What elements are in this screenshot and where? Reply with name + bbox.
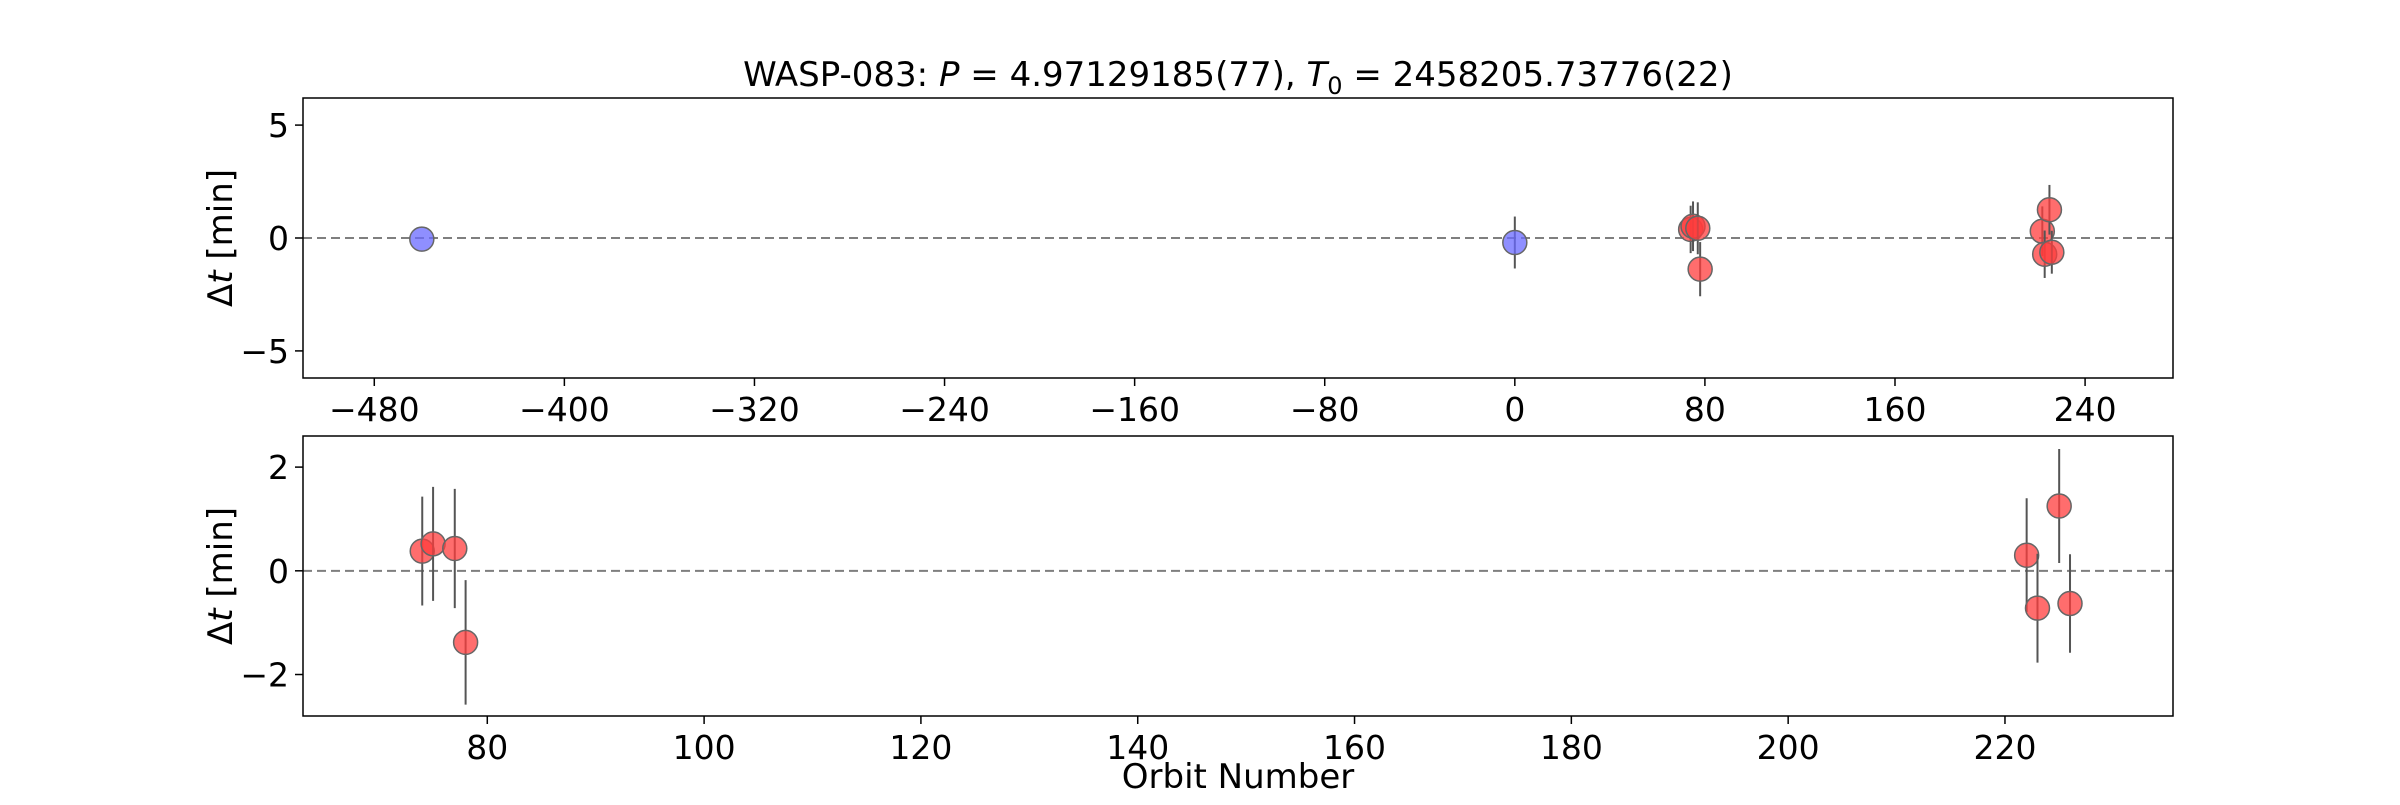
x-axis-label: Orbit Number	[1122, 757, 1355, 797]
x-tick-label: 160	[1863, 390, 1926, 429]
data-point-red	[2013, 542, 2040, 569]
title-p-value: = 4.97129185(77),	[959, 55, 1306, 95]
axes-frame	[302, 435, 2174, 717]
data-point-red	[1685, 215, 1711, 242]
title-p-symbol: P	[939, 55, 960, 95]
data-point-red	[2057, 590, 2083, 617]
y-label-italic: t	[201, 607, 241, 622]
data-point-blue	[1502, 229, 1528, 256]
data-point-blue	[409, 226, 435, 252]
panel-1: −480 −400 −320 −240 −160 −80 0 80 160 240 5 0 −5 Δt […	[201, 97, 2174, 429]
x-tick-label: 240	[2054, 390, 2117, 429]
data-point-red	[2039, 239, 2065, 265]
x-tick-label: −320	[709, 390, 800, 429]
data-point-red	[2036, 197, 2063, 223]
title-prefix: WASP-083:	[743, 55, 939, 95]
x-tick-label: −400	[519, 390, 610, 429]
x-tick-label: 180	[1540, 728, 1603, 767]
x-tick-label: −480	[329, 390, 420, 429]
title-t-sub: 0	[1327, 72, 1342, 100]
x-tick-label: 100	[673, 728, 736, 767]
data-point-red	[2046, 493, 2072, 519]
panels-layer: −480 −400 −320 −240 −160 −80 0 80 160 240 5 0 −5 Δt […	[201, 97, 2174, 767]
y-tick-label: 2	[268, 448, 289, 487]
y-label-symbol: Δ	[201, 622, 241, 645]
data-point-red	[2024, 595, 2051, 621]
y-axis-label: Δt [min]	[201, 169, 241, 307]
chart-title: WASP-083: P = 4.97129185(77), T0 = 24582…	[743, 55, 1733, 100]
y-tick-label: −5	[240, 332, 289, 371]
x-tick-label: 80	[1684, 390, 1726, 429]
data-point-red	[442, 535, 468, 562]
y-axis-label: Δt [min]	[201, 507, 241, 645]
panel-2: 80 100 120 140 160 180 200 220 2 0 −2 Δt [min]	[201, 435, 2174, 767]
data-point-red	[420, 531, 446, 557]
y-label-symbol: Δ	[201, 284, 241, 307]
y-tick-label: 0	[268, 219, 289, 258]
x-tick-label: −160	[1089, 390, 1180, 429]
title-t-value: = 2458205.73776(22)	[1343, 55, 1733, 95]
axes-frame	[302, 97, 2174, 379]
data-point-red	[1687, 256, 1713, 282]
x-tick-label: 140	[1106, 728, 1169, 767]
y-label-unit: [min]	[201, 507, 241, 608]
x-tick-label: 80	[466, 728, 508, 767]
y-label-italic: t	[201, 269, 241, 284]
x-tick-label: 200	[1757, 728, 1820, 767]
x-tick-label: 160	[1323, 728, 1386, 767]
y-label-unit: [min]	[201, 169, 241, 270]
x-tick-label: −240	[899, 390, 990, 429]
x-tick-label: 0	[1504, 390, 1525, 429]
x-tick-label: 120	[889, 728, 952, 767]
x-tick-label: 220	[1973, 728, 2036, 767]
title-t-symbol: T	[1306, 55, 1329, 95]
y-tick-label: −2	[240, 656, 289, 695]
y-tick-label: 0	[268, 552, 289, 591]
x-tick-label: −80	[1290, 390, 1360, 429]
data-point-red	[452, 629, 479, 656]
y-tick-label: 5	[268, 106, 289, 145]
